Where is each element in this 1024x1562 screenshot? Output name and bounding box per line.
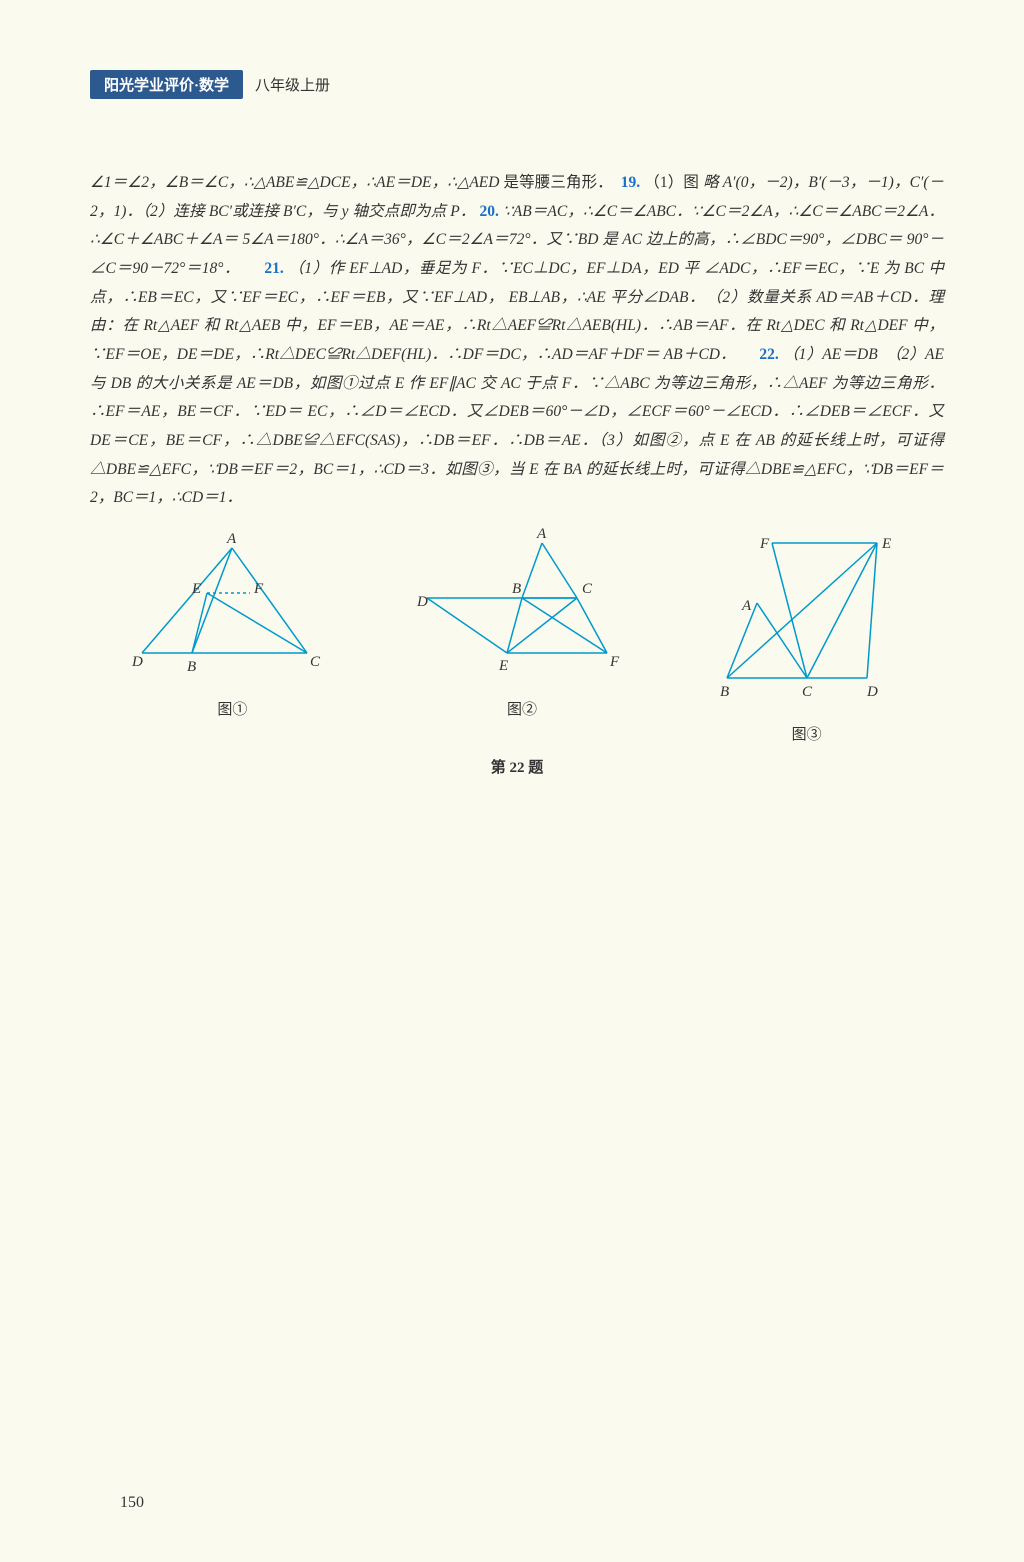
- text-segment: DE＝CE，BE＝CF，∴△DBE≌△EFC(SAS)，∴DB＝EF．∴DB＝A…: [90, 432, 751, 449]
- svg-text:D: D: [866, 684, 878, 700]
- solution-text: ∠1＝∠2，∠B＝∠C，∴△ABE≌△DCE，∴AE＝DE，∴△AED 是等腰三…: [90, 169, 944, 783]
- figure-3: A B C D E F 图③: [712, 538, 902, 749]
- svg-text:C: C: [310, 654, 321, 670]
- svg-text:B: B: [512, 581, 521, 597]
- svg-text:D: D: [131, 654, 143, 670]
- svg-text:D: D: [416, 594, 428, 610]
- figure-3-label: 图③: [712, 722, 902, 750]
- figure-2-svg: ABCDEF: [417, 538, 627, 678]
- text-segment: AB＋CD．: [664, 346, 760, 363]
- svg-text:C: C: [802, 684, 813, 700]
- page-number: 150: [120, 1494, 144, 1512]
- svg-text:F: F: [609, 654, 620, 670]
- svg-text:F: F: [253, 581, 264, 597]
- question-number-19: 19.: [621, 174, 640, 191]
- text-segment: EC，∴∠D＝∠ECD．又∠DEB＝60°－∠D，∠ECF＝60°－∠ECD．∴…: [308, 403, 944, 420]
- text-segment: ∠1＝∠2，∠B＝∠C，∴△ABE≌△DCE，∴AE＝DE，∴△AED: [90, 174, 503, 191]
- svg-text:A: A: [226, 531, 237, 547]
- figure-1-svg: ABCDEF: [132, 538, 332, 678]
- figure-3-svg: A B C D E F: [712, 538, 902, 703]
- figure-1-label: 图①: [132, 697, 332, 725]
- figure-2-label: 图②: [417, 697, 627, 725]
- figure-caption: 第 22 题: [90, 755, 944, 783]
- header-title: 阳光学业评价·数学: [90, 70, 243, 99]
- figure-1: ABCDEF 图①: [132, 538, 332, 749]
- text-segment: 5∠A＝180°．∴∠A＝36°，∠C＝2∠A＝72°．又∵BD 是 AC 边上…: [243, 231, 903, 248]
- question-number-22: 22.: [759, 346, 778, 363]
- text-segment: （1）图: [644, 174, 699, 191]
- svg-text:E: E: [498, 658, 508, 674]
- text-segment: （1）作 EF⊥AD，垂足为 F．∵EC⊥DC，EF⊥DA，ED 平: [288, 260, 700, 277]
- question-number-20: 20.: [480, 203, 499, 220]
- text-segment: 是等腰三角形．: [503, 174, 620, 191]
- svg-text:B: B: [187, 659, 196, 675]
- figures-row: A B C D E F 图① A B C D E F 图② A B C D E F 图③: [90, 538, 944, 749]
- svg-text:E: E: [191, 581, 201, 597]
- svg-text:A: A: [536, 526, 547, 542]
- svg-text:C: C: [582, 581, 593, 597]
- question-number-21: 21.: [264, 260, 283, 277]
- svg-text:E: E: [881, 536, 891, 552]
- svg-text:A: A: [741, 598, 752, 614]
- text-segment: 中，EF＝EB，AE＝AE，∴Rt△AEF≌Rt△AEB(HL)．∴AB＝AF．…: [285, 317, 908, 334]
- svg-text:B: B: [720, 684, 729, 700]
- page-header: 阳光学业评价·数学 八年级上册: [90, 70, 944, 99]
- header-subtitle: 八年级上册: [255, 74, 330, 95]
- figure-2: ABCDEF 图②: [417, 538, 627, 749]
- page: 阳光学业评价·数学 八年级上册 ∠1＝∠2，∠B＝∠C，∴△ABE≌△DCE，∴…: [0, 0, 1024, 1562]
- svg-text:F: F: [759, 536, 770, 552]
